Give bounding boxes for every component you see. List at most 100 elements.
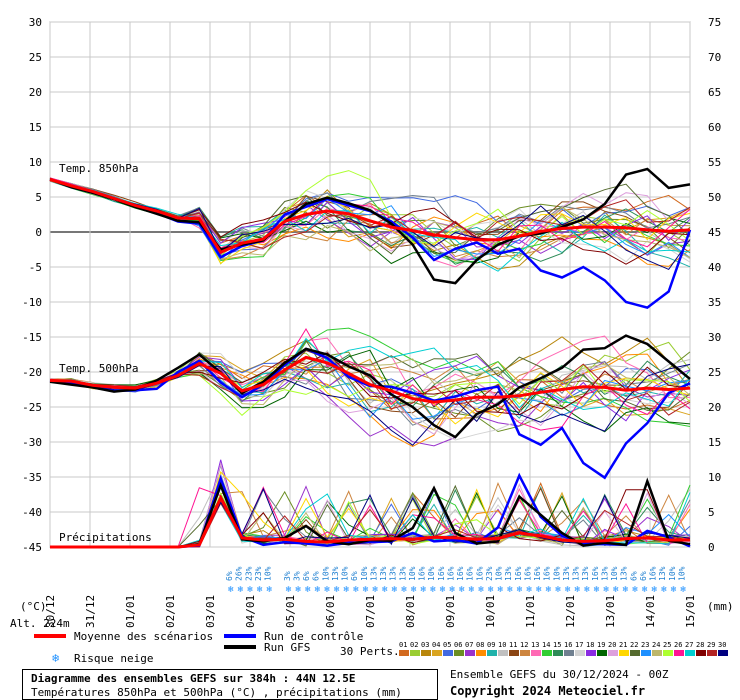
legend-pert-number: 04 — [432, 641, 440, 649]
legend-pert-number: 14 — [542, 641, 550, 649]
legend-gfs-swatch — [224, 645, 256, 649]
legend-pert-swatch — [443, 650, 453, 656]
legend-pert-swatch — [685, 650, 695, 656]
snow-risk-flake: ❄ — [575, 585, 581, 595]
snow-risk-value: 3% — [292, 571, 301, 581]
snow-risk-flake: ❄ — [642, 585, 648, 595]
y-tick-left: -45 — [22, 541, 42, 554]
snow-risk-value: 13% — [600, 566, 609, 581]
perturbation-t850-line — [49, 178, 691, 271]
snow-risk-value: 23% — [254, 566, 263, 581]
y-tick-left: -25 — [22, 401, 42, 414]
y-tick-left: 0 — [35, 226, 42, 239]
snow-risk-flake: ❄ — [382, 585, 388, 595]
snow-risk-flake: ❄ — [421, 585, 427, 595]
snow-risk-value: 16% — [533, 566, 542, 581]
legend-pert-number: 23 — [641, 641, 649, 649]
legend-pert-swatch — [619, 650, 629, 656]
snow-risk-value: 16% — [649, 566, 658, 581]
snow-risk-value: 16% — [475, 566, 484, 581]
snow-risk-flake: ❄ — [546, 585, 552, 595]
y-tick-right: 55 — [708, 156, 721, 169]
snow-risk-value: 13% — [658, 566, 667, 581]
legend-pert-swatch — [520, 650, 530, 656]
y-axis-label-left: (°C) — [20, 600, 47, 613]
legend-pert-swatch — [509, 650, 519, 656]
snow-risk-flake: ❄ — [324, 585, 330, 595]
legend-pert-swatch — [487, 650, 497, 656]
snow-risk-flake: ❄ — [517, 585, 523, 595]
legend-pert-number: 17 — [575, 641, 583, 649]
y-tick-left: -40 — [22, 506, 42, 519]
snow-risk-value: 6% — [225, 571, 234, 581]
snow-risk-value: 6% — [639, 571, 648, 581]
y-tick-right: 65 — [708, 86, 721, 99]
y-tick-left: 10 — [29, 156, 42, 169]
snow-risk-value: 16% — [466, 566, 475, 581]
snow-risk-flake: ❄ — [392, 585, 398, 595]
snow-risk-flake: ❄ — [536, 585, 542, 595]
legend-pert-swatch — [399, 650, 409, 656]
snow-risk-flake: ❄ — [584, 585, 590, 595]
footer-title-box: Diagramme des ensembles GEFS sur 384h : … — [22, 669, 438, 700]
snow-risk-value: 13% — [331, 566, 340, 581]
snow-risk-strip — [225, 563, 687, 593]
legend-pert-swatch — [531, 650, 541, 656]
legend-pert-number: 18 — [586, 641, 594, 649]
y-tick-right: 50 — [708, 191, 721, 204]
legend-pert-number: 09 — [487, 641, 495, 649]
legend-pert-number: 15 — [553, 641, 561, 649]
x-tick-label: 02/01 — [164, 595, 177, 628]
legend-pert-swatch — [410, 650, 420, 656]
snow-risk-flake: ❄ — [372, 585, 378, 595]
x-tick-label: 10/01 — [484, 595, 497, 628]
copyright: Copyright 2024 Meteociel.fr — [450, 684, 646, 698]
snow-risk-flake: ❄ — [603, 585, 609, 595]
legend-pert-number: 01 — [399, 641, 407, 649]
legend-pert-number: 30 — [718, 641, 726, 649]
legend-control-swatch — [224, 634, 256, 638]
snow-risk-value: 16% — [437, 566, 446, 581]
y-tick-left: 25 — [29, 51, 42, 64]
y-tick-left: -35 — [22, 471, 42, 484]
legend-pert-swatch — [718, 650, 728, 656]
y-tick-right: 5 — [708, 506, 715, 519]
x-tick-label: 07/01 — [364, 595, 377, 628]
snow-risk-flake: ❄ — [430, 585, 436, 595]
snow-risk-flake: ❄ — [305, 585, 311, 595]
x-tick-label: 01/01 — [124, 595, 137, 628]
y-axis-label-right: (mm) — [707, 600, 734, 613]
legend-pert-number: 24 — [652, 641, 660, 649]
legend-pert-number: 25 — [663, 641, 671, 649]
snow-risk-value: 13% — [389, 566, 398, 581]
snow-risk-value: 10% — [668, 566, 677, 581]
snow-risk-flake: ❄ — [257, 585, 263, 595]
snow-risk-flake: ❄ — [565, 585, 571, 595]
legend-pert-swatch — [707, 650, 717, 656]
x-tick-label: 08/01 — [404, 595, 417, 628]
x-tick-label: 05/01 — [284, 595, 297, 628]
legend-pert-number: 22 — [630, 641, 638, 649]
legend-pert-swatch — [663, 650, 673, 656]
series-2-t500-line — [49, 334, 691, 439]
x-tick-label: 04/01 — [244, 595, 257, 628]
series-0-t500-line — [49, 355, 691, 404]
legend-pert-number: 27 — [685, 641, 693, 649]
snow-risk-flake: ❄ — [267, 585, 273, 595]
y-tick-right: 0 — [708, 541, 715, 554]
legend-control-label: Run de contrôle — [264, 630, 363, 643]
x-tick-label: 03/01 — [204, 595, 217, 628]
panel-label-precip: Précipitations — [59, 531, 152, 544]
snow-risk-value: 13% — [369, 566, 378, 581]
y-tick-left: 5 — [35, 191, 42, 204]
legend-pert-swatch — [465, 650, 475, 656]
legend-pert-swatch — [476, 650, 486, 656]
snow-risk-value: 13% — [620, 566, 629, 581]
y-tick-right: 15 — [708, 436, 721, 449]
snow-risk-flake: ❄ — [652, 585, 658, 595]
snow-risk-flake: ❄ — [247, 585, 253, 595]
y-tick-right: 10 — [708, 471, 721, 484]
snow-risk-value: 10% — [495, 566, 504, 581]
snow-risk-value: 16% — [446, 566, 455, 581]
snow-risk-value: 10% — [610, 566, 619, 581]
